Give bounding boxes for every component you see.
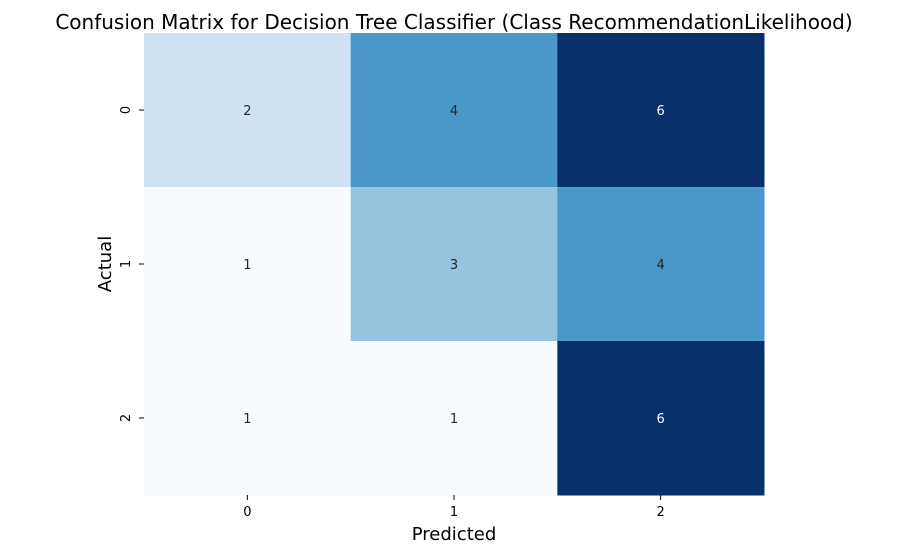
cell-value-r1-c1: 3 (450, 258, 458, 273)
heatmap-cell-r0-c0 (144, 33, 352, 188)
heatmap-cell-r2-c0 (144, 341, 352, 496)
heatmap-cells (144, 33, 765, 496)
y-axis-ticks: 0 1 2 (119, 106, 144, 422)
y-axis-label: Actual (95, 236, 116, 292)
heatmap-cell-r1-c0 (144, 187, 352, 342)
cell-value-r0-c1: 4 (450, 104, 458, 119)
cell-value-r1-c2: 4 (657, 258, 665, 273)
cell-value-r0-c2: 6 (657, 104, 665, 119)
y-tick-label-0: 0 (119, 106, 134, 114)
cell-value-r1-c0: 1 (243, 258, 251, 273)
y-tick-label-1: 1 (119, 260, 134, 268)
heatmap-cell-r0-c1 (350, 33, 558, 188)
heatmap-cell-r0-c2 (557, 33, 765, 188)
x-tick-label-2: 2 (657, 505, 665, 520)
x-tick-label-0: 0 (243, 505, 251, 520)
x-tick-label-1: 1 (450, 505, 458, 520)
heatmap-cell-r2-c1 (350, 341, 558, 496)
cell-value-r2-c0: 1 (243, 412, 251, 427)
heatmap-cell-r1-c1 (350, 187, 558, 342)
heatmap-cell-labels: 2 4 6 1 3 4 1 1 6 (243, 104, 665, 427)
chart-title: Confusion Matrix for Decision Tree Class… (55, 10, 852, 34)
cell-value-r2-c1: 1 (450, 412, 458, 427)
y-tick-label-2: 2 (119, 414, 134, 422)
x-axis-ticks: 0 1 2 (243, 495, 665, 520)
cell-value-r0-c0: 2 (243, 104, 251, 119)
heatmap-cell-r1-c2 (557, 187, 765, 342)
heatmap-cell-r2-c2 (557, 341, 765, 496)
cell-value-r2-c2: 6 (657, 412, 665, 427)
x-axis-label: Predicted (412, 524, 497, 545)
